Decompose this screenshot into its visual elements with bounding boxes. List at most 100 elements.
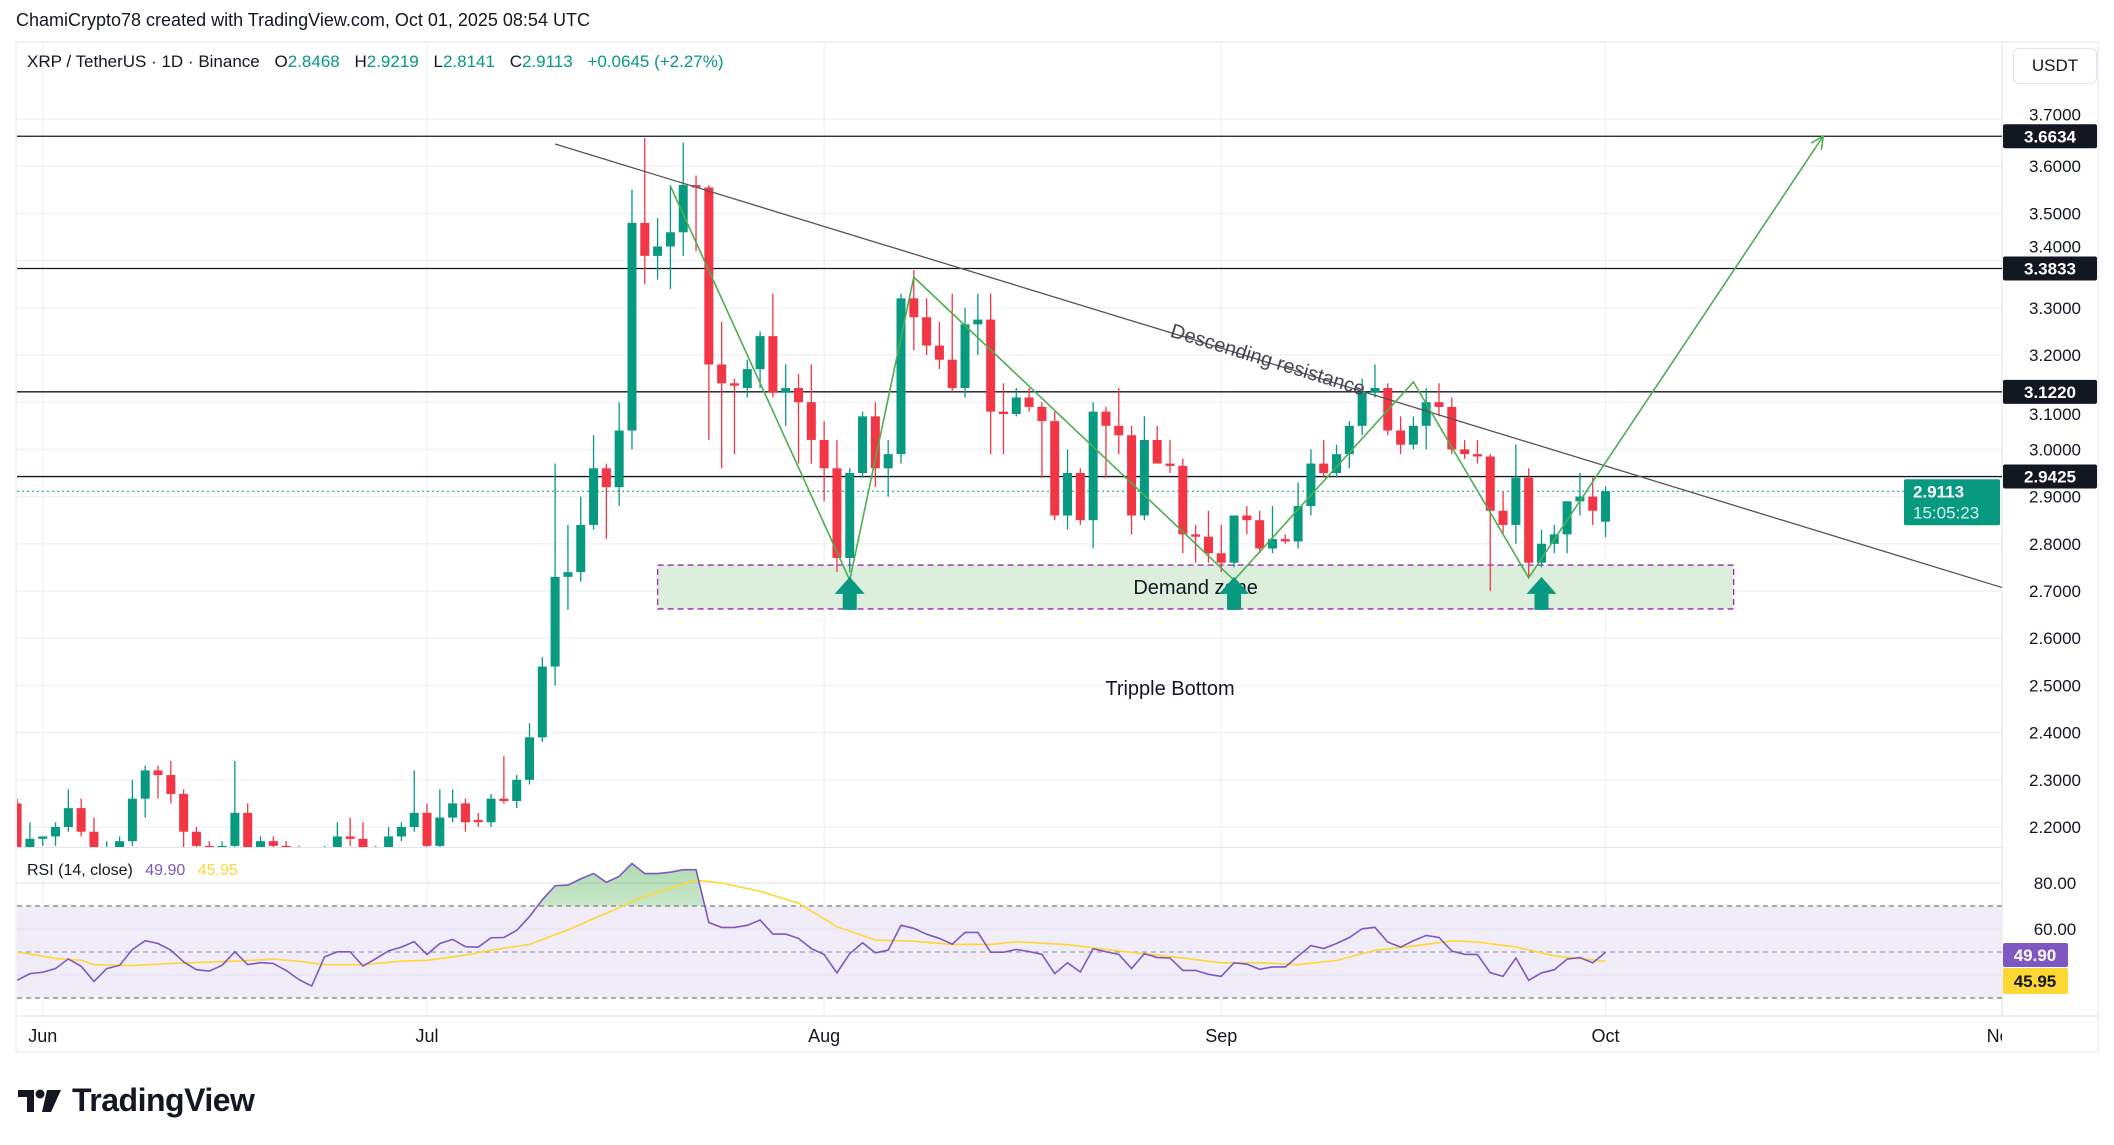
candle-body [704,187,714,365]
candle-body [102,848,111,850]
candle [1562,501,1572,554]
candle [115,836,125,847]
candle [76,798,86,837]
tradingview-logo-text: TradingView [72,1082,255,1118]
candle [1434,383,1444,417]
candle [140,765,150,818]
currency-button[interactable]: USDT [2013,48,2097,84]
candle [25,822,35,847]
candle [1498,491,1508,535]
candle-body [1229,515,1239,563]
candle-body [1575,496,1585,502]
candle [870,402,880,488]
candle-body [819,439,829,469]
candle-body [909,298,919,318]
rsi-pane[interactable] [17,862,2002,999]
candle-body [345,836,355,839]
candle [537,657,547,743]
candle-body [179,793,189,832]
candle-body [255,841,265,847]
candle-body [1601,491,1611,522]
price-tick-label: 2.2000 [2029,818,2081,837]
candle [627,189,637,450]
candle-body [512,779,522,802]
price-axis[interactable]: 3.7000 3.6000 3.5000 3.4000 3.3000 3.2000 3.10… [1904,105,2097,994]
candle [678,142,688,256]
price-tick-label: 3.1000 [2029,405,2081,424]
candle [127,779,137,846]
candle-body [51,827,61,837]
last-price-label: 2.9113 [1913,482,1964,501]
close-label: C [509,52,522,71]
candle-body [1319,463,1329,473]
candle-body [1421,402,1431,426]
price-tick-label: 2.7000 [2029,582,2081,601]
candle-body [1511,477,1521,525]
candle-body [115,841,125,847]
candle-body [1191,534,1201,537]
candle-body [1242,515,1252,521]
candle-body [1498,510,1508,525]
candle-body [358,838,368,847]
time-axis[interactable]: Jun Jul Aug Sep Oct Nov [28,1026,2018,1046]
candle-body [268,841,278,846]
candle-body [1588,496,1598,511]
candle-body [1101,411,1111,426]
price-tick-label: 2.8000 [2029,535,2081,554]
candle-body [140,770,150,799]
bar-countdown-label: 15:05:23 [1913,503,1979,522]
candle-body [63,808,73,827]
candle [1588,477,1598,525]
rsi-value-badge [2003,943,2068,967]
tradingview-logo-icon [18,1089,61,1112]
candle [166,760,176,804]
candle [191,827,201,847]
candle-body [806,402,816,440]
candle [691,175,701,252]
candle-body [601,468,611,488]
candle [1063,449,1073,530]
candle-body [1357,392,1367,426]
rsi-ma-badge [2003,968,2068,994]
candle-body [1024,397,1034,407]
candle [435,789,445,847]
grid [17,43,2099,1017]
candle [1011,388,1021,417]
candle-body [1370,388,1380,393]
rsi-title[interactable]: RSI (14, close) [27,862,133,879]
candle [589,435,599,530]
candle [768,293,778,398]
candle [217,841,227,847]
candle [409,770,419,832]
candle [1524,468,1534,577]
candle [89,817,99,847]
candle-body [38,836,48,839]
candle-body [1460,449,1470,455]
candle [640,137,650,285]
symbol-name[interactable]: XRP / TetherUS · 1D · Binance [27,52,260,71]
candle-body [883,454,893,469]
candle [230,760,240,847]
rsi-value-badge-label: 49.90 [2014,946,2057,965]
candle-body [1114,425,1124,436]
candle [1472,439,1482,464]
candle [653,218,663,280]
candle [883,439,893,497]
candle-body [1524,477,1534,563]
price-tick-label: 2.5000 [2029,676,2081,695]
candle [1088,402,1098,549]
tradingview-logo[interactable]: TradingView [18,1082,255,1119]
candle-body [1178,465,1188,535]
candle [934,321,944,370]
candle-body [153,770,163,776]
candle [1075,468,1085,525]
candle [1255,510,1265,554]
candle [17,798,22,847]
candle [63,789,73,832]
time-axis-label: Jul [416,1026,439,1046]
candle [448,789,458,823]
candle-body [1152,439,1162,464]
price-tick-label: 3.6000 [2029,157,2081,176]
